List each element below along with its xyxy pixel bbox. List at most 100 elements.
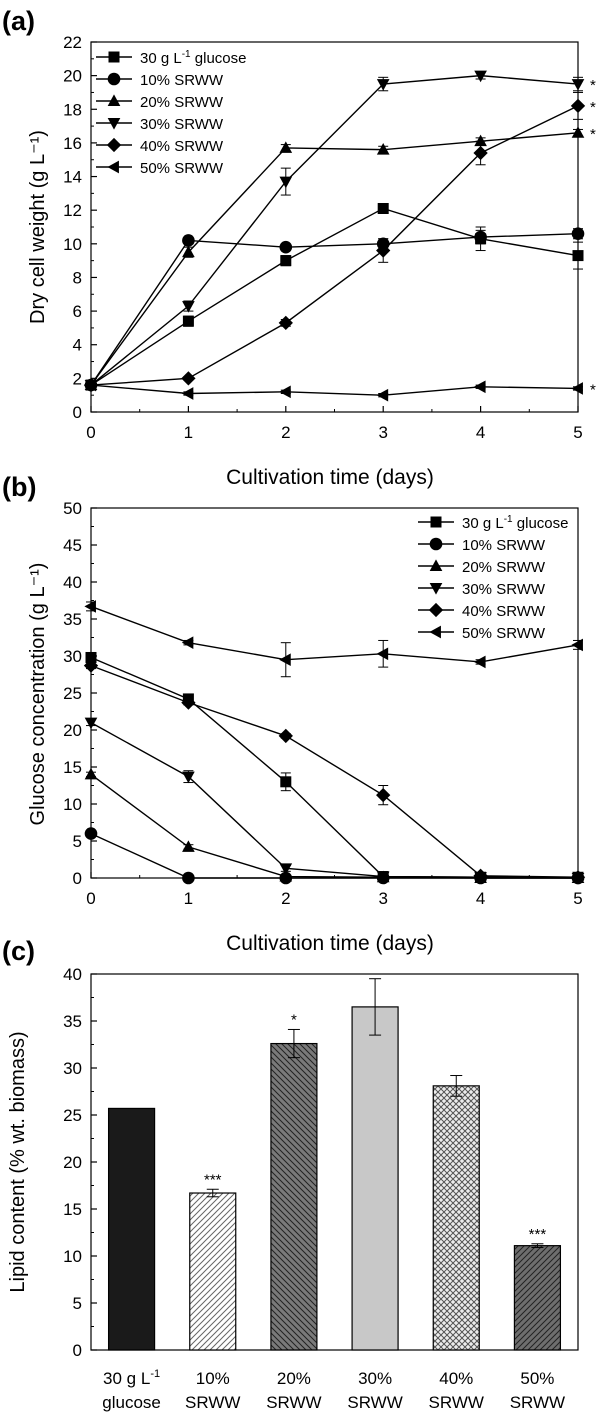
data-point	[376, 388, 389, 402]
category-label: 30%	[358, 1369, 392, 1388]
y-tick-label: 50	[63, 499, 82, 518]
legend-marker	[108, 51, 120, 63]
category-label: SRWW	[266, 1393, 321, 1412]
y-tick-label: 8	[73, 268, 82, 287]
x-tick-label: 5	[573, 423, 582, 442]
bar	[351, 1006, 399, 1351]
y-axis-label: Glucose concentration (g L⁻¹)	[27, 563, 49, 826]
bar-group: 30% SRWW	[347, 978, 403, 1412]
data-point	[570, 98, 586, 114]
x-tick-label: 0	[86, 423, 95, 442]
y-tick-label: 14	[63, 168, 82, 187]
data-point	[571, 382, 583, 395]
y-tick-label: 12	[63, 201, 82, 220]
data-point	[571, 126, 585, 138]
data-point	[572, 250, 584, 262]
data-point	[279, 863, 293, 875]
data-point	[474, 655, 486, 669]
legend-marker	[429, 583, 443, 595]
data-point	[278, 728, 293, 744]
x-tick-label: 3	[378, 889, 387, 908]
x-axis-label: Cultivation time (days)	[226, 932, 434, 955]
data-point	[474, 134, 487, 147]
data-point	[279, 385, 291, 399]
y-tick-label: 4	[73, 336, 82, 355]
significance-label: ***	[590, 77, 596, 94]
y-tick-label: 20	[63, 1153, 82, 1172]
legend-marker	[107, 94, 121, 106]
significance-label: **	[590, 126, 596, 143]
legend-marker	[429, 559, 443, 571]
data-point	[376, 871, 390, 884]
data-point	[182, 301, 195, 313]
y-tick-label: 30	[63, 647, 82, 666]
y-tick-label: 10	[63, 235, 82, 254]
legend-label: 30% SRWW	[140, 116, 224, 133]
legend-label: 40% SRWW	[140, 138, 224, 155]
y-tick-label: 16	[63, 134, 82, 153]
bar-group: 40% SRWW	[429, 1075, 484, 1412]
category-label: 10%	[196, 1369, 230, 1388]
y-tick-label: 15	[63, 1200, 82, 1219]
bar	[107, 1107, 156, 1351]
data-point	[279, 141, 293, 153]
series	[84, 70, 585, 392]
data-point	[376, 79, 390, 91]
y-tick-label: 22	[63, 33, 82, 52]
legend-label: 50% SRWW	[140, 160, 224, 177]
data-point	[181, 371, 196, 386]
data-point	[84, 717, 98, 730]
data-point	[280, 255, 292, 267]
data-point	[279, 653, 291, 667]
panel-c: (c) 0 5 10 15 20 25 30 35 40 30 g L-1 glucose *** 10…	[2, 936, 579, 1412]
legend: 30 g L-1 glucose 10% SRWW 20% SRWW 30% SRWW…	[418, 514, 569, 642]
data-point	[181, 636, 194, 650]
y-tick-label: 25	[63, 1106, 82, 1125]
y-tick-label: 18	[63, 100, 82, 119]
x-tick-label: 1	[184, 889, 193, 908]
data-point	[474, 230, 487, 244]
data-point	[181, 695, 196, 710]
category-label: SRWW	[429, 1393, 484, 1412]
data-point	[571, 227, 585, 241]
x-tick-label: 4	[476, 423, 485, 442]
bar-group: *** 10% SRWW	[185, 1171, 240, 1412]
data-point	[571, 638, 583, 652]
significance-label: *	[291, 1011, 297, 1028]
y-tick-label: 0	[73, 869, 82, 888]
bar	[270, 1042, 318, 1351]
data-point	[376, 243, 391, 258]
legend-marker	[107, 72, 121, 86]
y-axis-label: Lipid content (% wt. biomass)	[7, 1031, 29, 1292]
panel-label: (b)	[2, 472, 36, 502]
x-tick-label: 0	[86, 889, 95, 908]
panel-a: (a) 0246810121416182022012345**********3…	[2, 6, 596, 489]
bar	[189, 1192, 237, 1351]
series-line	[90, 74, 579, 386]
category-label: 30 g L-1	[103, 1368, 160, 1388]
legend-label: 50% SRWW	[462, 625, 546, 642]
legend-label: 40% SRWW	[462, 603, 546, 620]
series-line	[90, 832, 578, 879]
x-tick-label: 1	[184, 423, 193, 442]
data-point	[182, 245, 195, 258]
data-point	[84, 827, 98, 840]
data-point	[570, 870, 586, 885]
x-tick-label: 4	[476, 889, 485, 908]
series-line	[90, 721, 579, 879]
y-tick-label: 5	[73, 832, 82, 851]
bar	[432, 1085, 480, 1351]
category-label: SRWW	[347, 1393, 402, 1412]
significance-label: **	[590, 381, 596, 398]
data-point	[473, 868, 488, 883]
series-line	[90, 105, 579, 386]
data-point	[279, 869, 293, 882]
y-tick-label: 35	[63, 610, 82, 629]
y-tick-label: 45	[63, 536, 82, 555]
y-tick-label: 20	[63, 67, 82, 86]
category-label: glucose	[102, 1393, 161, 1412]
legend-marker	[429, 625, 441, 639]
series-line	[90, 207, 579, 386]
legend-label: 30 g L-1 glucose	[462, 514, 569, 532]
series-line	[90, 384, 579, 396]
